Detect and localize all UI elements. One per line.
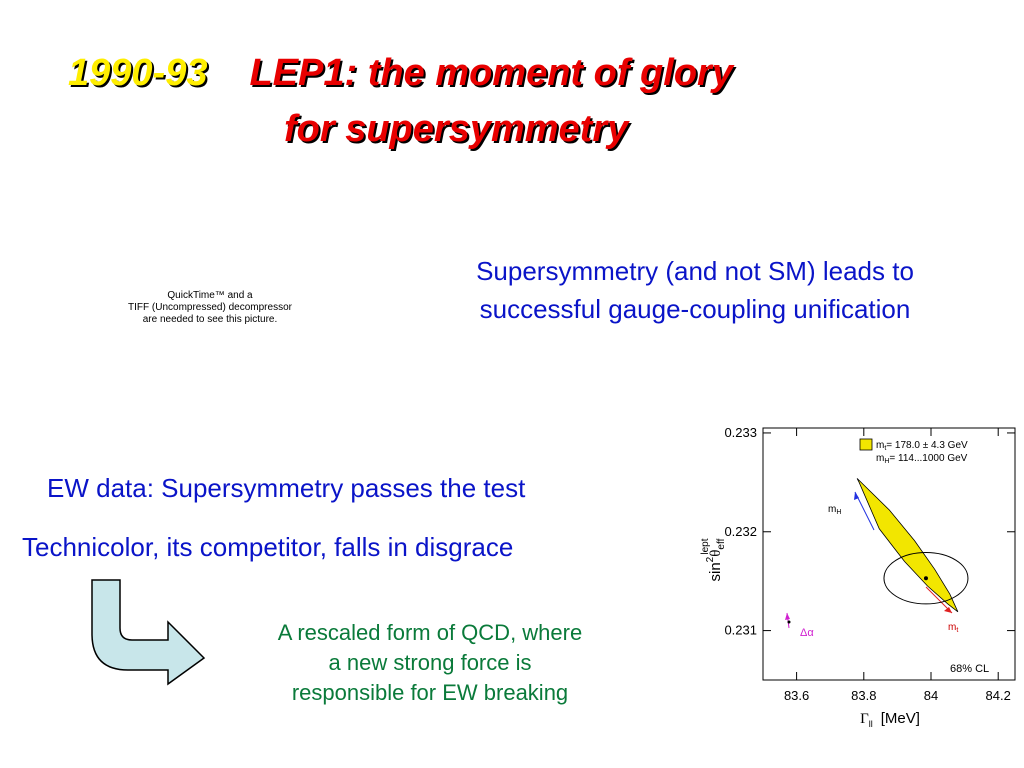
title-year: 1990-93	[68, 52, 208, 94]
mt-arrowhead	[944, 607, 952, 613]
legend: mt= 178.0 ± 4.3 GeV mH= 114...1000 GeV	[859, 438, 968, 465]
text-line: responsible for EW breaking	[291, 680, 569, 705]
x-tick-label: 84	[924, 688, 938, 703]
y-tick-label: 0.231	[724, 623, 757, 638]
annotation-part: H	[836, 509, 841, 516]
text-line: a new strong force is	[328, 650, 532, 675]
label-part: ll	[869, 719, 873, 729]
y-tick-label: 0.233	[724, 425, 757, 440]
legend-part: t	[884, 445, 886, 452]
technicolor-text: Technicolor, its competitor, falls in di…	[22, 532, 514, 562]
legend-part: = 178.0 ± 4.3 GeV	[886, 440, 968, 451]
annotation: mt	[948, 622, 958, 634]
annotation-part: m	[948, 622, 956, 633]
label-part: θ	[708, 550, 724, 557]
label-part: 2	[705, 556, 716, 562]
legend-part: m	[876, 453, 884, 464]
mh-arrow	[854, 491, 875, 531]
placeholder-line: TIFF (Uncompressed) decompressor	[128, 302, 292, 313]
image-placeholder: QuickTime™ and a TIFF (Uncompressed) dec…	[100, 290, 320, 326]
text-line: A rescaled form of QCD, where	[277, 620, 583, 645]
annotation-part: t	[956, 627, 958, 634]
mh-arrowhead	[854, 492, 859, 500]
curved-arrow	[91, 579, 206, 686]
qcd-text: A rescaled form of QCD, where a new stro…	[215, 618, 645, 708]
sm-band	[856, 478, 959, 613]
text-line: Supersymmetry (and not SM) leads to	[476, 256, 914, 286]
annotation: 68% CL	[950, 663, 989, 675]
arrow-shape	[91, 579, 206, 686]
label-part: eff	[716, 538, 727, 549]
annotation-part: m	[828, 504, 836, 515]
placeholder-line: QuickTime™ and a	[167, 290, 253, 301]
x-tick-label: 83.8	[851, 688, 876, 703]
plot-frame	[762, 427, 1016, 681]
legend-part: H	[884, 458, 889, 465]
x-tick-label: 84.2	[986, 688, 1011, 703]
label-part: Γ	[860, 711, 869, 727]
x-axis-label: Γll [MeV]	[860, 710, 920, 729]
text-line: successful gauge-coupling unification	[479, 294, 911, 324]
legend-entry: mt= 178.0 ± 4.3 GeV	[876, 440, 968, 452]
measurement-ellipse	[883, 552, 969, 605]
title-line-2: for supersymmetry	[284, 108, 629, 150]
ew-test-text: EW data: Supersymmetry passes the test	[47, 473, 526, 503]
title-line-1: 1990-93 LEP1: the moment of glory	[68, 52, 988, 95]
label-part: lept	[700, 538, 711, 554]
placeholder-line: are needed to see this picture.	[142, 314, 278, 325]
legend-entry: mH= 114...1000 GeV	[876, 453, 968, 465]
annotation: Δα	[800, 627, 814, 639]
annotation: mH	[828, 504, 841, 516]
alpha-arrowhead	[785, 613, 790, 620]
unification-text: Supersymmetry (and not SM) leads to succ…	[390, 252, 1000, 328]
legend-part: m	[876, 440, 884, 451]
measurement-point	[923, 576, 928, 581]
label-part: [MeV]	[881, 710, 920, 727]
legend-part: = 114...1000 GeV	[889, 453, 967, 464]
alpha-point	[787, 620, 791, 624]
title-main: LEP1: the moment of glory	[249, 52, 733, 94]
chart: mt= 178.0 ± 4.3 GeV mH= 114...1000 GeV m…	[700, 425, 1016, 729]
legend-swatch	[859, 438, 873, 451]
y-tick-label: 0.232	[724, 524, 757, 539]
x-tick-label: 83.6	[784, 688, 809, 703]
y-axis-label: sin2θefflept	[700, 538, 727, 581]
label-part: sin	[707, 562, 724, 581]
